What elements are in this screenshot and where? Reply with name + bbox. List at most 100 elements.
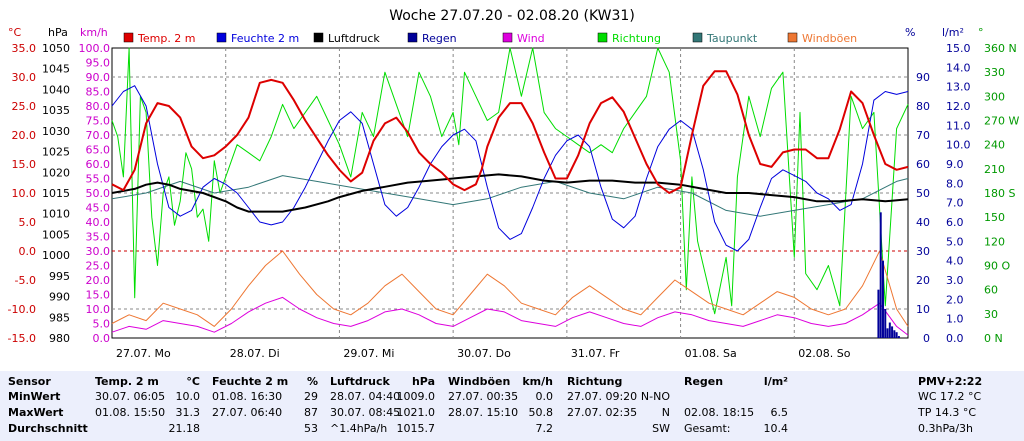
y-tick-label: 10.0 (86, 303, 111, 316)
y-tick-label: 3.0 (946, 274, 964, 287)
pressure-average: 1015.7 (396, 422, 436, 435)
pressure-unit: hPa (411, 375, 435, 388)
dew-point: TP 14.3 °C (918, 406, 977, 419)
x-tick-label: 02.08. So (798, 347, 850, 360)
y-tick-label: 360 N (984, 42, 1017, 55)
y-tick-label: 35.0 (12, 42, 37, 55)
legend-label: Wind (517, 32, 545, 45)
gust-min-value: 0.0 (535, 390, 554, 403)
humidity-max-value: 87 (304, 406, 318, 419)
y-tick-label: 10.0 (946, 139, 971, 152)
chart-grid (111, 47, 909, 339)
y-tick-label: 30.0 (86, 245, 111, 258)
legend-label: Taupunkt (706, 32, 758, 45)
y-tick-label: 1000 (42, 249, 70, 262)
temp-min-time: 30.07. 06:05 (95, 390, 166, 403)
y-tick-label: 0 (923, 332, 930, 345)
y-tick-label: 9.0 (946, 158, 964, 171)
y-tick-label: 0 N (984, 332, 1003, 345)
y-tick-label: 80 (916, 100, 930, 113)
legend-swatch (597, 32, 608, 43)
direction-average: SW (652, 422, 670, 435)
temp-max-time: 01.08. 15:50 (95, 406, 166, 419)
y-tick-label: 40.0 (86, 216, 111, 229)
y-tick-label: 7.0 (946, 197, 964, 210)
legend-label: Feuchte 2 m (231, 32, 299, 45)
y-tick-label: 0.0 (946, 332, 964, 345)
y-tick-label: 240 (984, 139, 1005, 152)
x-tick-label: 31.07. Fr (571, 347, 620, 360)
y-tick-label: 12.0 (946, 100, 971, 113)
pressure-max-value: 1021.0 (396, 406, 436, 419)
humidity-min-value: 29 (304, 390, 318, 403)
rain-header: Regen (684, 375, 724, 388)
series-line-temp-2-m (111, 70, 909, 194)
y-tick-label: 65.0 (86, 144, 111, 157)
legend-swatch (216, 32, 227, 43)
axis-unit-label: km/h (80, 26, 108, 39)
y-tick-label: -5.0 (15, 274, 36, 287)
y-tick-label: 0.0 (93, 332, 111, 345)
row-label-avg: Durchschnitt (8, 422, 88, 435)
y-tick-label: 55.0 (86, 173, 111, 186)
chart-legend: Temp. 2 m Feuchte 2 m Luftdruck Regen Wind Ri… (123, 32, 857, 45)
y-tick-label: 60 (984, 284, 998, 297)
legend-swatch (407, 32, 418, 43)
y-tick-label: 30 (984, 308, 998, 321)
x-tick-label: 30.07. Do (457, 347, 511, 360)
humidity-header: Feuchte 2 m (212, 375, 289, 388)
y-tick-label: 20.0 (12, 129, 37, 142)
legend-swatch (692, 32, 703, 43)
axis-unit-label: hPa (48, 26, 68, 39)
y-tick-label: 1.0 (946, 313, 964, 326)
temp-average: 21.18 (168, 422, 201, 435)
rain-bar (879, 212, 882, 338)
y-tick-label: 95.0 (86, 57, 111, 70)
direction-max-value: N (661, 406, 670, 419)
y-tick-label: 20 (916, 274, 930, 287)
y-tick-label: 85.0 (86, 86, 111, 99)
pressure-min-value: 1009.0 (396, 390, 436, 403)
y-tick-label: 1005 (42, 228, 70, 241)
y-tick-label: 2.0 (946, 293, 964, 306)
direction-header: Richtung (567, 375, 623, 388)
axis-unit-label: % (905, 26, 915, 39)
rain-bar (881, 260, 884, 338)
temp-header: Temp. 2 m (95, 375, 159, 388)
rain-bar (891, 326, 894, 338)
gust-average: 7.2 (535, 422, 554, 435)
y-tick-label: 300 (984, 90, 1005, 103)
rain-max-time: 02.08. 18:15 (684, 406, 755, 419)
y-tick-label: 70.0 (86, 129, 111, 142)
humidity-unit: % (306, 375, 318, 388)
y-tick-label: -10.0 (8, 303, 36, 316)
y-tick-label: 1040 (42, 83, 70, 96)
row-label-min: MinWert (8, 390, 61, 403)
series-line-windb-en (111, 250, 909, 327)
y-tick-label: 990 (49, 291, 70, 304)
y-tick-label: 120 (984, 235, 1005, 248)
y-tick-label: 5.0 (93, 318, 111, 331)
pmv-header: PMV+2:22 (918, 375, 983, 388)
x-tick-label: 01.08. Sa (685, 347, 737, 360)
y-tick-label: 10 (916, 303, 930, 316)
y-tick-label: 80.0 (86, 100, 111, 113)
y-tick-label: 15.0 (946, 42, 971, 55)
y-tick-label: -15.0 (8, 332, 36, 345)
temp-unit: °C (186, 375, 200, 388)
x-tick-label: 29.07. Mi (343, 347, 394, 360)
y-tick-label: 90 O (984, 260, 1010, 273)
series-line-taupunkt (111, 175, 909, 217)
sensor-header: Sensor (8, 375, 51, 388)
gust-max-value: 50.8 (528, 406, 554, 419)
pressure-max-time: 30.07. 08:45 (330, 406, 401, 419)
row-label-max: MaxWert (8, 406, 64, 419)
rain-bar (897, 336, 900, 338)
y-tick-label: 1020 (42, 166, 70, 179)
y-tick-label: 15.0 (86, 289, 111, 302)
temp-min-value: 10.0 (175, 390, 201, 403)
y-tick-label: 25.0 (12, 100, 37, 113)
wind-chill: WC 17.2 °C (918, 390, 982, 403)
series-line-richtung (111, 47, 909, 315)
chart-series (111, 47, 909, 338)
